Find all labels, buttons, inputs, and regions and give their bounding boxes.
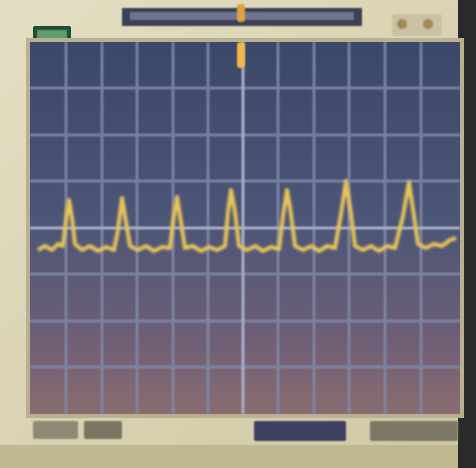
trigger-position-marker xyxy=(237,4,245,22)
channel-readout xyxy=(84,421,122,439)
trigger-readout xyxy=(370,421,458,441)
trigger-icon xyxy=(423,19,433,29)
status-indicator-light xyxy=(37,30,67,39)
bezel-bottom xyxy=(0,445,476,468)
trigger-icon xyxy=(397,19,407,29)
trigger-marker xyxy=(237,42,245,68)
waveform-trace xyxy=(37,179,457,253)
graticule-center xyxy=(30,42,460,414)
screen-border xyxy=(26,38,464,418)
timebase-readout xyxy=(254,421,346,441)
channel-readout xyxy=(33,421,78,439)
